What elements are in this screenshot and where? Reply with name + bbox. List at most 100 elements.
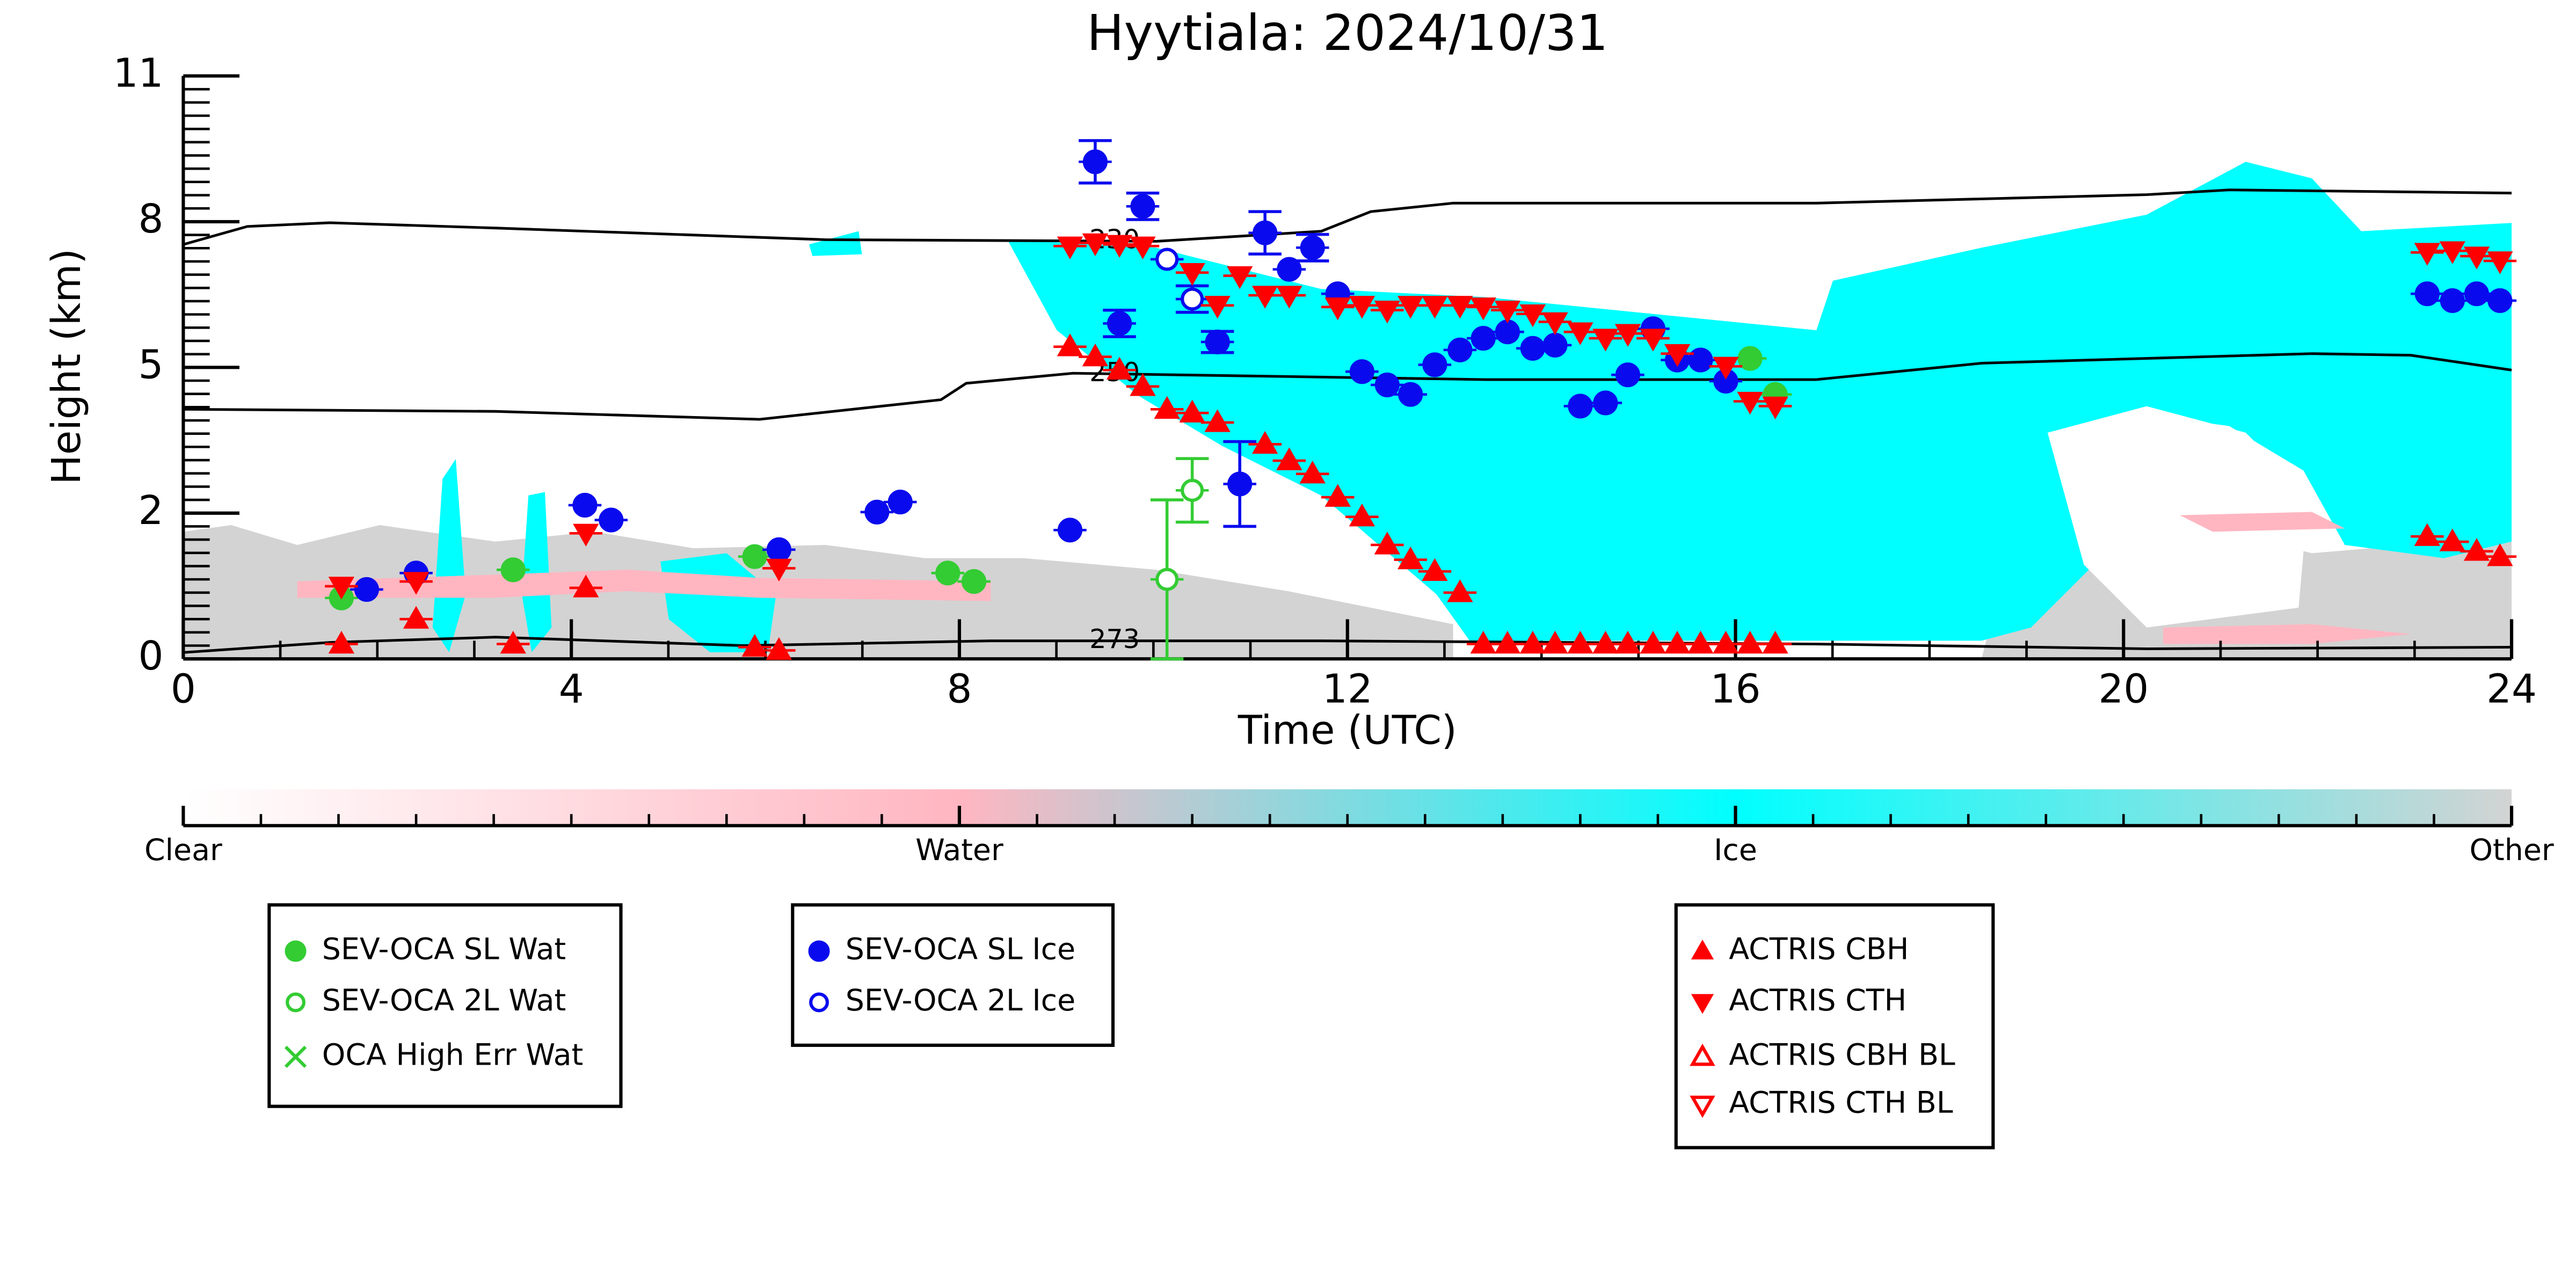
data-point [573,523,599,547]
data-point [1325,484,1351,507]
data-point [1713,630,1739,654]
legend-marker [808,940,830,962]
data-point [1130,373,1156,396]
data-point [2464,281,2490,307]
data-point [1251,431,1278,454]
y-tick-label: 11 [113,50,164,96]
contour-label: 273 [1089,623,1140,654]
data-point [1471,325,1496,351]
x-tick-label: 12 [1322,666,1373,712]
data-point [1688,347,1713,373]
legend-label: SEV-OCA SL Wat [322,933,566,967]
temperature-contour [183,352,2512,421]
data-point [1374,532,1400,555]
data-point [1130,194,1155,219]
data-point [1713,356,1739,380]
data-point [2439,241,2465,264]
data-point [1640,630,1667,654]
y-tick-label: 5 [139,341,164,388]
data-point [1300,235,1325,260]
data-point [935,561,960,586]
data-point [1470,630,1496,654]
data-point [403,572,430,595]
legend-marker [285,940,307,962]
data-point [1422,558,1448,581]
data-point [1349,296,1376,319]
y-axis-title: Height (km) [43,249,90,485]
data-point [1422,296,1448,319]
data-point [354,577,379,602]
data-point [1542,332,1568,358]
x-tick-label: 4 [559,666,584,712]
data-point [1253,220,1278,245]
data-point [1614,324,1641,347]
data-point [1349,359,1374,384]
data-point [1299,461,1326,484]
data-point [328,630,355,654]
data-point [1422,352,1447,377]
water-area [2179,512,2345,532]
data-point [1592,329,1619,352]
data-point [1568,394,1593,419]
legend-label: SEV-OCA 2L Wat [322,984,566,1018]
data-point [1762,396,1788,420]
data-point [1106,356,1133,380]
data-point [573,574,599,598]
data-point [2414,243,2441,266]
data-point [1567,322,1593,345]
data-point [1494,630,1521,654]
data-point [741,634,768,657]
data-point [1277,257,1302,282]
legend-label: SEV-OCA 2L Ice [846,984,1075,1018]
data-point [572,492,598,518]
ice-area [521,492,552,652]
data-point [1737,346,1763,371]
data-point [2463,246,2490,270]
y-tick-label: 0 [139,633,164,679]
data-point [1447,296,1473,319]
data-point [1155,248,1179,271]
data-point [1130,236,1156,259]
temperature-contour [183,636,2512,654]
data-point [1251,286,1278,309]
legend-label: ACTRIS CTH [1729,984,1906,1018]
data-point [2440,288,2465,314]
data-point [1640,329,1667,352]
data-point [864,499,890,525]
data-point [1057,518,1083,543]
data-point [961,569,987,594]
data-point [887,489,913,515]
x-tick-label: 20 [2098,666,2149,712]
data-point [1398,382,1423,407]
data-point [1593,390,1618,416]
data-point [766,558,792,582]
data-point [1276,286,1302,309]
data-point [1082,233,1109,257]
data-point [1181,287,1204,311]
data-point [2414,281,2440,307]
ice-area [432,459,466,652]
data-point [1276,447,1302,470]
legend-marker [286,992,305,1013]
data-point [1664,630,1691,654]
x-tick-label: 24 [2486,666,2537,712]
data-point [1592,630,1619,654]
data-point [1614,630,1641,654]
x-tick-label: 8 [947,666,972,712]
colorbar-label: Ice [1714,833,1757,868]
chart-title: Hyytiala: 2024/10/31 [1087,4,1608,62]
data-point [1204,296,1231,319]
legend-marker [1691,940,1714,959]
legend-label: OCA High Err Wat [322,1038,583,1073]
data-point [328,577,355,600]
temperature-contour [183,188,2512,246]
colorbar-label: Clear [144,833,222,868]
legend-marker [1690,1095,1715,1118]
data-point [1082,343,1109,367]
data-point [1325,297,1351,321]
data-point [2487,288,2513,314]
data-point [1374,301,1400,324]
data-point [1179,263,1205,286]
